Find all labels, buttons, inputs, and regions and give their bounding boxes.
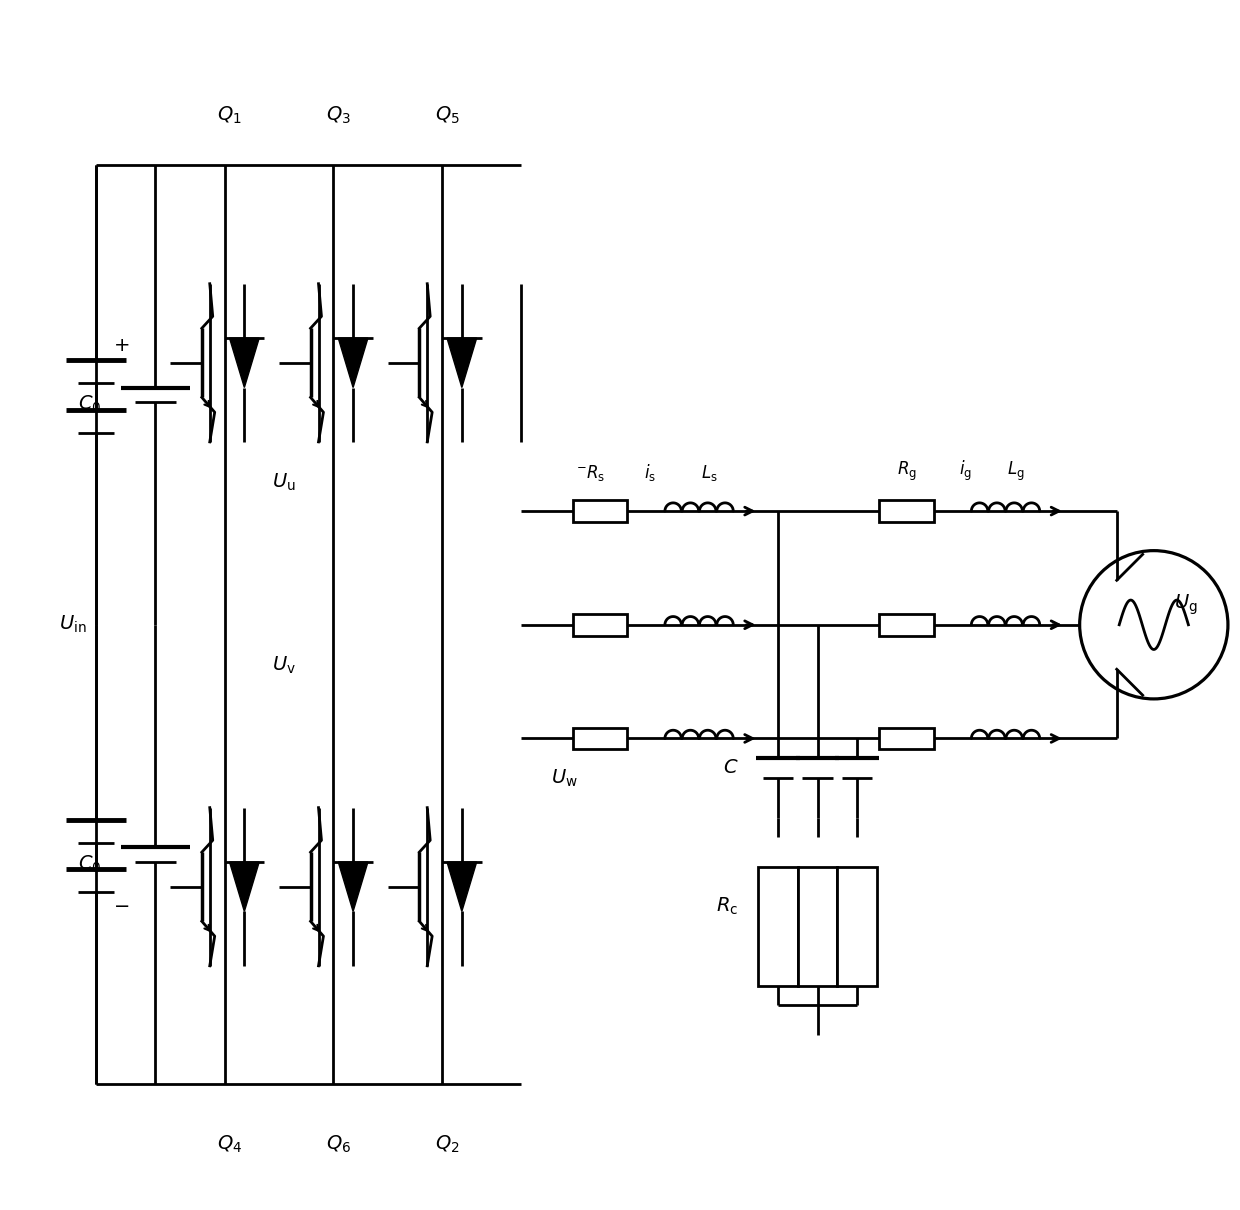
Bar [759, 866, 797, 986]
Polygon shape [446, 862, 476, 911]
Text: $C_0$: $C_0$ [78, 394, 100, 415]
Bar [837, 866, 877, 986]
Text: $R_{\rm g}$: $R_{\rm g}$ [897, 460, 916, 484]
Bar [573, 500, 627, 522]
Text: $U_{\rm v}$: $U_{\rm v}$ [272, 655, 296, 675]
Text: $C_0$: $C_0$ [78, 854, 100, 875]
Bar [879, 613, 934, 635]
Bar [879, 727, 934, 749]
Text: $Q_5$: $Q_5$ [434, 104, 460, 126]
Text: $Q_3$: $Q_3$ [326, 104, 351, 126]
Text: $^{-}R_{\rm s}$: $^{-}R_{\rm s}$ [575, 463, 605, 484]
Text: $L_{\rm g}$: $L_{\rm g}$ [1007, 460, 1024, 484]
Text: $Q_1$: $Q_1$ [217, 104, 242, 126]
Bar [879, 500, 934, 522]
Text: $Q_2$: $Q_2$ [435, 1134, 459, 1156]
Text: $U_{\rm in}$: $U_{\rm in}$ [58, 615, 87, 635]
Text: $R_{\rm c}$: $R_{\rm c}$ [717, 895, 739, 917]
Text: $L_{\rm s}$: $L_{\rm s}$ [701, 463, 718, 484]
Text: $i_{\rm s}$: $i_{\rm s}$ [644, 462, 656, 484]
Polygon shape [339, 862, 368, 911]
Bar [573, 727, 627, 749]
Polygon shape [339, 338, 368, 387]
Text: $+$: $+$ [113, 336, 129, 355]
Polygon shape [229, 338, 259, 387]
Text: $U_{\rm w}$: $U_{\rm w}$ [551, 768, 578, 789]
Text: $-$: $-$ [113, 894, 129, 914]
Text: $i_{\rm g}$: $i_{\rm g}$ [960, 460, 972, 484]
Text: $C$: $C$ [723, 759, 739, 777]
Polygon shape [229, 862, 259, 911]
Bar [797, 866, 837, 986]
Bar [573, 613, 627, 635]
Text: $Q_6$: $Q_6$ [326, 1134, 351, 1156]
Text: $U_{\rm g}$: $U_{\rm g}$ [1173, 593, 1198, 617]
Text: $Q_4$: $Q_4$ [217, 1134, 242, 1156]
Text: $U_{\rm u}$: $U_{\rm u}$ [272, 472, 296, 492]
Polygon shape [446, 338, 476, 387]
